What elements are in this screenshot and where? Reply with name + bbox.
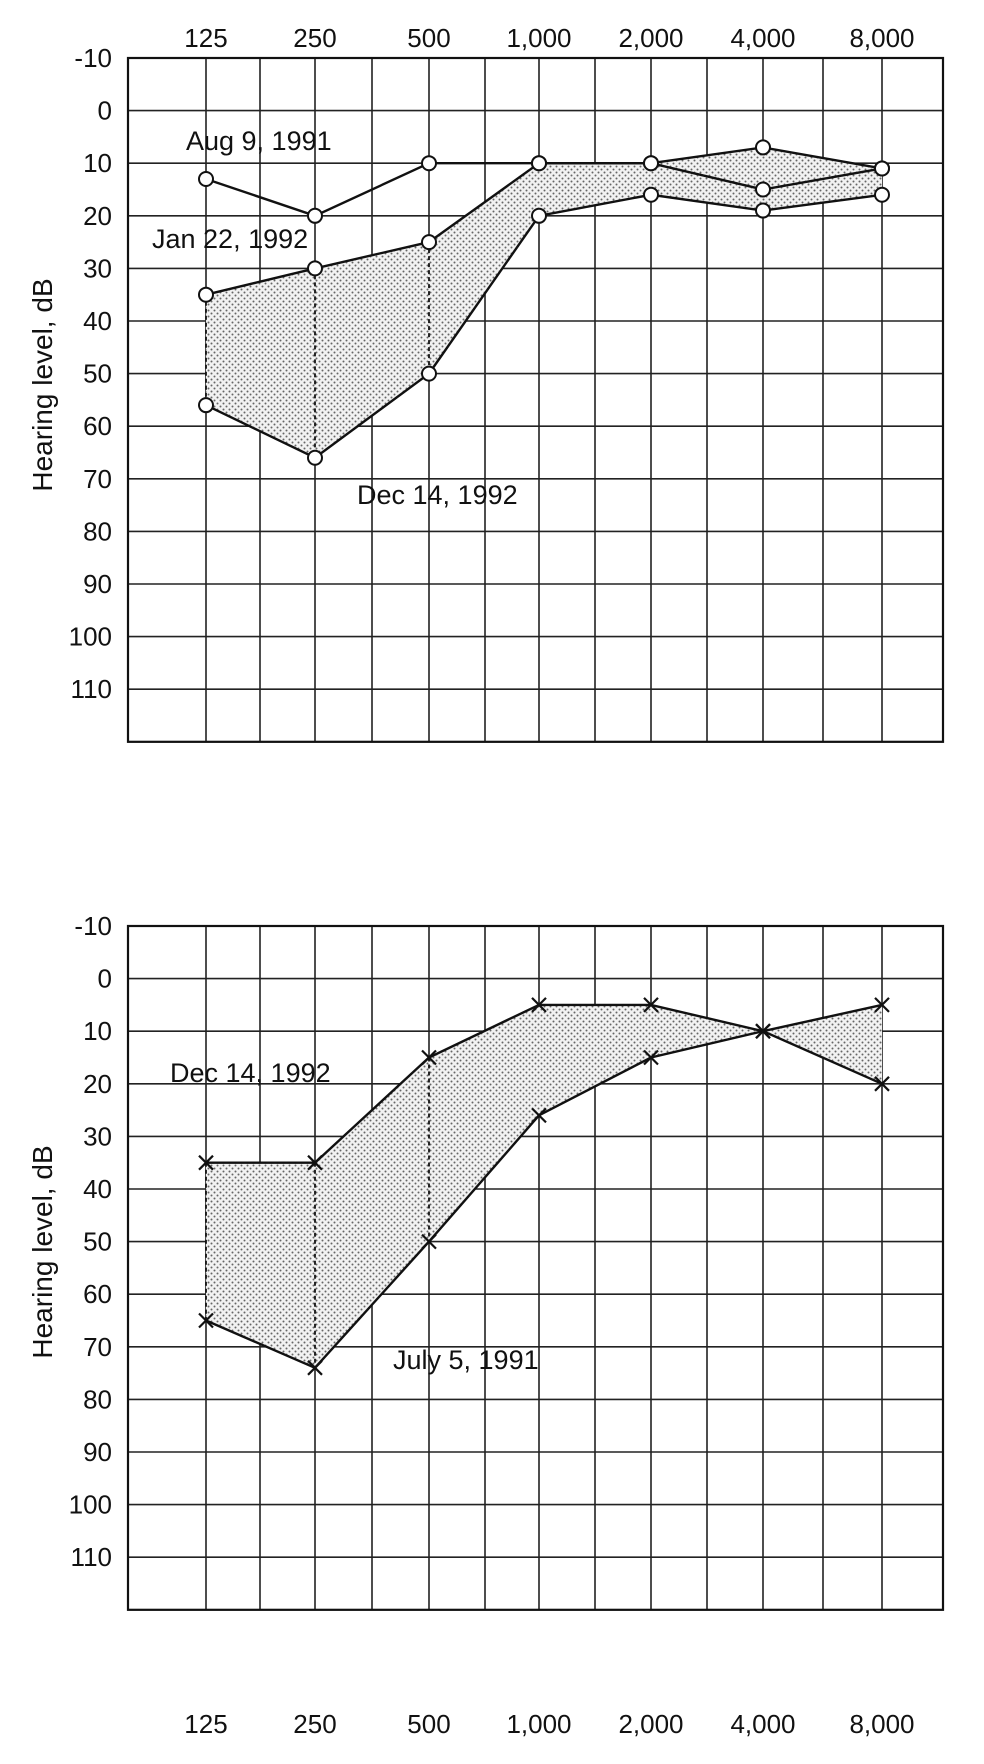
data-point-circle bbox=[755, 202, 771, 219]
x-tick-label: 250 bbox=[293, 1709, 336, 1739]
data-point-circle bbox=[307, 449, 323, 466]
y-tick-label: 90 bbox=[83, 569, 112, 599]
y-tick-label: 0 bbox=[98, 96, 112, 126]
x-marker-stroke bbox=[643, 1049, 659, 1066]
y-tick-label: 20 bbox=[83, 1069, 112, 1099]
x-tick-label: 125 bbox=[184, 23, 227, 53]
x-tick-label: 8,000 bbox=[849, 1709, 914, 1739]
x-marker-stroke bbox=[198, 1312, 214, 1329]
data-point-x bbox=[421, 1049, 437, 1066]
x-marker-stroke bbox=[531, 1107, 547, 1124]
shaded-change-region bbox=[206, 147, 882, 458]
y-tick-label: -10 bbox=[74, 911, 112, 941]
data-point-x bbox=[755, 1023, 771, 1039]
y-tick-label: 80 bbox=[83, 516, 112, 546]
data-point-x bbox=[198, 1312, 214, 1329]
data-point-x bbox=[531, 997, 547, 1013]
x-tick-label: 500 bbox=[407, 23, 450, 53]
x-marker-stroke bbox=[874, 1076, 890, 1092]
x-tick-label: 500 bbox=[407, 1709, 450, 1739]
data-point-x bbox=[421, 1233, 437, 1250]
y-tick-label: 20 bbox=[83, 201, 112, 231]
x-tick-label: 4,000 bbox=[730, 1709, 795, 1739]
y-tick-label: 40 bbox=[83, 1174, 112, 1204]
x-marker-stroke bbox=[307, 1154, 323, 1171]
y-tick-label: 10 bbox=[83, 1016, 112, 1046]
series-annotation: July 5, 1991 bbox=[393, 1345, 539, 1375]
data-point-x bbox=[307, 1360, 323, 1376]
y-tick-label: 100 bbox=[69, 622, 112, 652]
data-point-circle bbox=[531, 155, 547, 172]
data-point-x bbox=[874, 997, 890, 1013]
data-point-x bbox=[531, 1107, 547, 1124]
data-point-circle bbox=[643, 155, 659, 172]
x-marker-stroke bbox=[874, 997, 890, 1013]
y-tick-label: 10 bbox=[83, 148, 112, 178]
y-tick-label: 50 bbox=[83, 359, 112, 389]
data-point-circle bbox=[421, 234, 437, 251]
data-point-circle bbox=[874, 160, 890, 177]
series-annotation: Aug 9, 1991 bbox=[186, 126, 332, 156]
x-marker-stroke bbox=[198, 1154, 214, 1171]
data-point-circle bbox=[755, 139, 771, 156]
x-tick-label: 1,000 bbox=[506, 1709, 571, 1739]
data-point-x bbox=[198, 1154, 214, 1171]
data-point-x bbox=[643, 997, 659, 1013]
y-axis-label: Hearing level, dB bbox=[27, 1145, 58, 1358]
audiogram-panel-2: Dec 14, 1992 July 5, 1991 -10 0 10 20 30 40 50 60… bbox=[27, 911, 945, 1739]
data-point-circle bbox=[198, 170, 214, 187]
data-point-circle bbox=[421, 365, 437, 382]
data-point-circle bbox=[198, 286, 214, 303]
data-point-circle bbox=[755, 181, 771, 198]
y-tick-label: 110 bbox=[71, 1542, 112, 1572]
plot-frame bbox=[126, 56, 945, 743]
data-point-x bbox=[643, 1049, 659, 1066]
x-tick-label: 8,000 bbox=[849, 23, 914, 53]
x-tick-label: 4,000 bbox=[730, 23, 795, 53]
x-tick-label: 2,000 bbox=[618, 23, 683, 53]
y-tick-label: 60 bbox=[83, 1279, 112, 1309]
data-point-circle bbox=[307, 260, 323, 277]
x-marker-stroke bbox=[531, 997, 547, 1013]
y-tick-label: -10 bbox=[74, 43, 112, 73]
y-tick-label: 70 bbox=[83, 464, 112, 494]
y-tick-label: 60 bbox=[83, 411, 112, 441]
series-annotation: Dec 14, 1992 bbox=[357, 480, 518, 510]
audiogram-panel-1: Aug 9, 1991 Jan 22, 1992 Dec 14, 1992 -10 0 1… bbox=[27, 23, 945, 743]
y-tick-label: 40 bbox=[83, 306, 112, 336]
y-tick-label: 110 bbox=[71, 674, 112, 704]
x-tick-label: 250 bbox=[293, 23, 336, 53]
y-tick-label: 70 bbox=[83, 1332, 112, 1362]
y-tick-label: 50 bbox=[83, 1227, 112, 1257]
series-annotation: Jan 22, 1992 bbox=[152, 224, 308, 254]
x-marker-stroke bbox=[307, 1360, 323, 1376]
y-axis-label: Hearing level, dB bbox=[27, 278, 58, 491]
plot-frame bbox=[126, 924, 945, 1611]
data-point-circle bbox=[198, 397, 214, 414]
x-tick-label: 125 bbox=[184, 1709, 227, 1739]
y-tick-label: 100 bbox=[69, 1490, 112, 1520]
x-marker-stroke bbox=[421, 1049, 437, 1066]
series-annotation: Dec 14, 1992 bbox=[170, 1058, 331, 1088]
data-point-circle bbox=[421, 155, 437, 172]
data-point-circle bbox=[307, 207, 323, 224]
y-tick-label: 0 bbox=[98, 964, 112, 994]
y-tick-label: 30 bbox=[83, 253, 112, 283]
shaded-change-region bbox=[206, 1004, 882, 1368]
y-tick-label: 80 bbox=[83, 1384, 112, 1414]
x-marker-stroke bbox=[643, 997, 659, 1013]
y-tick-label: 30 bbox=[83, 1121, 112, 1151]
x-tick-label: 2,000 bbox=[618, 1709, 683, 1739]
x-marker-stroke bbox=[421, 1233, 437, 1250]
data-point-x bbox=[874, 1076, 890, 1092]
data-point-circle bbox=[643, 186, 659, 203]
data-point-circle bbox=[874, 186, 890, 203]
x-marker-stroke bbox=[755, 1023, 771, 1039]
y-tick-label: 90 bbox=[83, 1437, 112, 1467]
data-point-x bbox=[307, 1154, 323, 1171]
x-tick-label: 1,000 bbox=[506, 23, 571, 53]
data-point-circle bbox=[531, 207, 547, 224]
